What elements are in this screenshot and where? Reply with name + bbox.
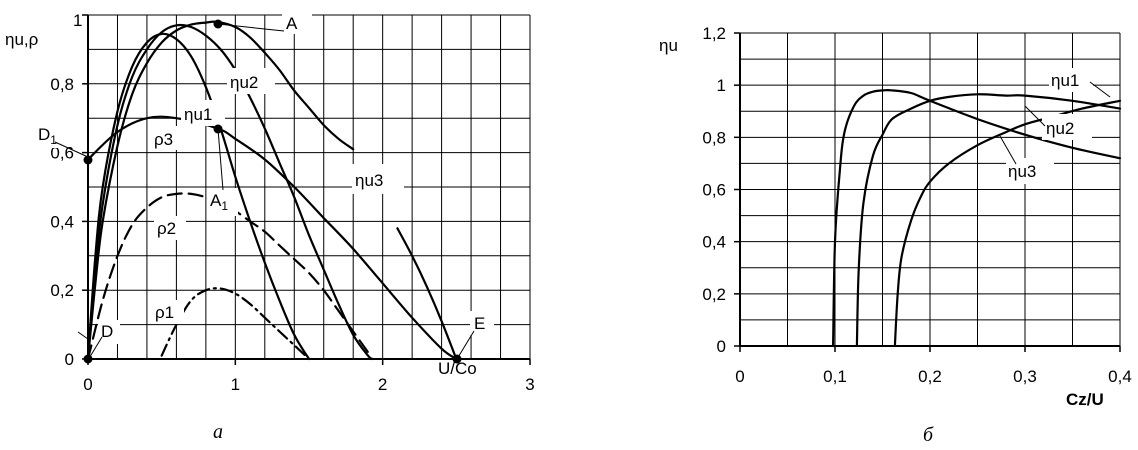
label-eta-u3-left-text: ηu3 bbox=[355, 171, 383, 190]
chart-a-caption: а bbox=[213, 421, 223, 443]
chart-b-grid bbox=[739, 32, 1121, 347]
label-E: E bbox=[470, 311, 494, 335]
label-D1: D1 bbox=[35, 120, 65, 148]
chart-b-y-tick-label: 0,6 bbox=[702, 181, 726, 200]
chart-b-x-tick-label: 0,3 bbox=[1013, 367, 1037, 386]
chart-b-series-0 bbox=[832, 89, 1122, 348]
chart-a-y-tick-label: 0,8 bbox=[50, 75, 74, 94]
label-rho3-text: ρ3 bbox=[154, 130, 173, 149]
leader-D1 bbox=[54, 141, 89, 158]
label-D1-text: D1 bbox=[38, 125, 57, 147]
label-eta-u2-right: ηu2 bbox=[1042, 114, 1092, 140]
label-eta-u1-left: ηu1 bbox=[181, 100, 225, 126]
label-rho1: ρ1 bbox=[152, 300, 184, 324]
label-D-text: D bbox=[101, 322, 113, 341]
label-eta-u3-left: ηu3 bbox=[352, 164, 404, 194]
leader-u2-right bbox=[1024, 105, 1046, 127]
chart-b-x-tick-label: 0,4 bbox=[1108, 367, 1132, 386]
chart-a-series-3 bbox=[396, 227, 458, 361]
label-rho2: ρ2 bbox=[154, 216, 186, 240]
chart-b-y-tick-label: 1,2 bbox=[702, 24, 726, 43]
label-rho2-text: ρ2 bbox=[157, 219, 176, 238]
leader-u1-right bbox=[1089, 81, 1111, 98]
marker-D bbox=[83, 354, 93, 364]
label-eta-u2-right-text: ηu2 bbox=[1046, 119, 1074, 138]
chart-b-y-tick-label: 0,8 bbox=[702, 128, 726, 147]
chart-b: 0 0,1 0,2 0,3 0,4 0 0,2 0,4 0,6 0,8 1 1,2 bbox=[702, 24, 1131, 386]
chart-a-series-4 bbox=[86, 115, 458, 361]
label-E-text: E bbox=[474, 314, 485, 333]
chart-b-y-tick-label: 0,4 bbox=[702, 233, 726, 252]
label-A-text: A bbox=[286, 14, 298, 33]
label-A1-text: A1 bbox=[210, 191, 228, 213]
chart-a-x-tick-label: 2 bbox=[378, 375, 387, 394]
chart-a-series-6 bbox=[160, 287, 311, 361]
marker-E bbox=[452, 354, 462, 364]
chart-a-y-tick-label: 1 bbox=[73, 11, 82, 30]
label-eta-u1-right-text: ηu1 bbox=[1051, 71, 1079, 90]
label-A1: A1 bbox=[208, 188, 238, 216]
point-markers bbox=[83, 19, 462, 364]
chart-b-series-1 bbox=[855, 93, 1122, 348]
chart-a-series-1 bbox=[86, 23, 374, 361]
chart-a-x-tick-label: 3 bbox=[525, 375, 534, 394]
label-eta-u3-right: ηu3 bbox=[1006, 158, 1054, 184]
marker-A bbox=[213, 19, 223, 29]
label-eta-u1-left-text: ηu1 bbox=[184, 105, 212, 124]
marker-A1 bbox=[213, 124, 223, 134]
label-eta-u3-right-text: ηu3 bbox=[1008, 162, 1036, 181]
chart-a-x-tick-label: 1 bbox=[231, 375, 240, 394]
chart-b-x-tick-label: 0,2 bbox=[918, 367, 942, 386]
leader-A bbox=[217, 23, 285, 32]
chart-a-series-0 bbox=[86, 32, 311, 361]
chart-a-y-tick-label: 0 bbox=[65, 350, 74, 369]
label-eta-u2-left: ηu2 bbox=[227, 68, 275, 94]
chart-b-xlabel: Cz/U bbox=[1066, 390, 1104, 409]
label-eta-u2-left-text: ηu2 bbox=[230, 73, 258, 92]
chart-a-ylabel: ηu,ρ bbox=[5, 30, 38, 49]
chart-b-caption: б bbox=[923, 424, 934, 446]
label-D: D bbox=[98, 320, 120, 344]
chart-b-y-tick-label: 0 bbox=[717, 337, 726, 356]
chart-a: 0 1 2 300,20,40,60,81 bbox=[50, 11, 534, 394]
label-A: A bbox=[282, 10, 312, 34]
chart-b-ylabel: ηu bbox=[659, 36, 678, 55]
chart-b-x-tick-label: 0,1 bbox=[823, 367, 847, 386]
marker-D1 bbox=[83, 155, 93, 165]
chart-b-y-tick-label: 0,2 bbox=[702, 285, 726, 304]
chart-a-y-tick-label: 0,2 bbox=[50, 281, 74, 300]
chart-b-x-tick-label: 0 bbox=[735, 367, 744, 386]
leader-lines bbox=[54, 23, 1111, 361]
leader-D-b bbox=[77, 331, 89, 340]
chart-a-series-2 bbox=[86, 20, 355, 361]
leader-A1 bbox=[217, 128, 224, 191]
chart-a-y-tick-label: 0,4 bbox=[50, 212, 74, 231]
label-rho3: ρ3 bbox=[152, 126, 182, 150]
leader-u3-right bbox=[999, 135, 1017, 165]
leader-E bbox=[456, 330, 475, 360]
chart-a-xlabel: U/Co bbox=[438, 359, 477, 378]
label-eta-u1-right: ηu1 bbox=[1049, 68, 1093, 92]
chart-b-y-tick-label: 1 bbox=[717, 76, 726, 95]
label-rho1-text: ρ1 bbox=[155, 303, 174, 322]
chart-a-x-tick-label: 0 bbox=[83, 375, 92, 394]
